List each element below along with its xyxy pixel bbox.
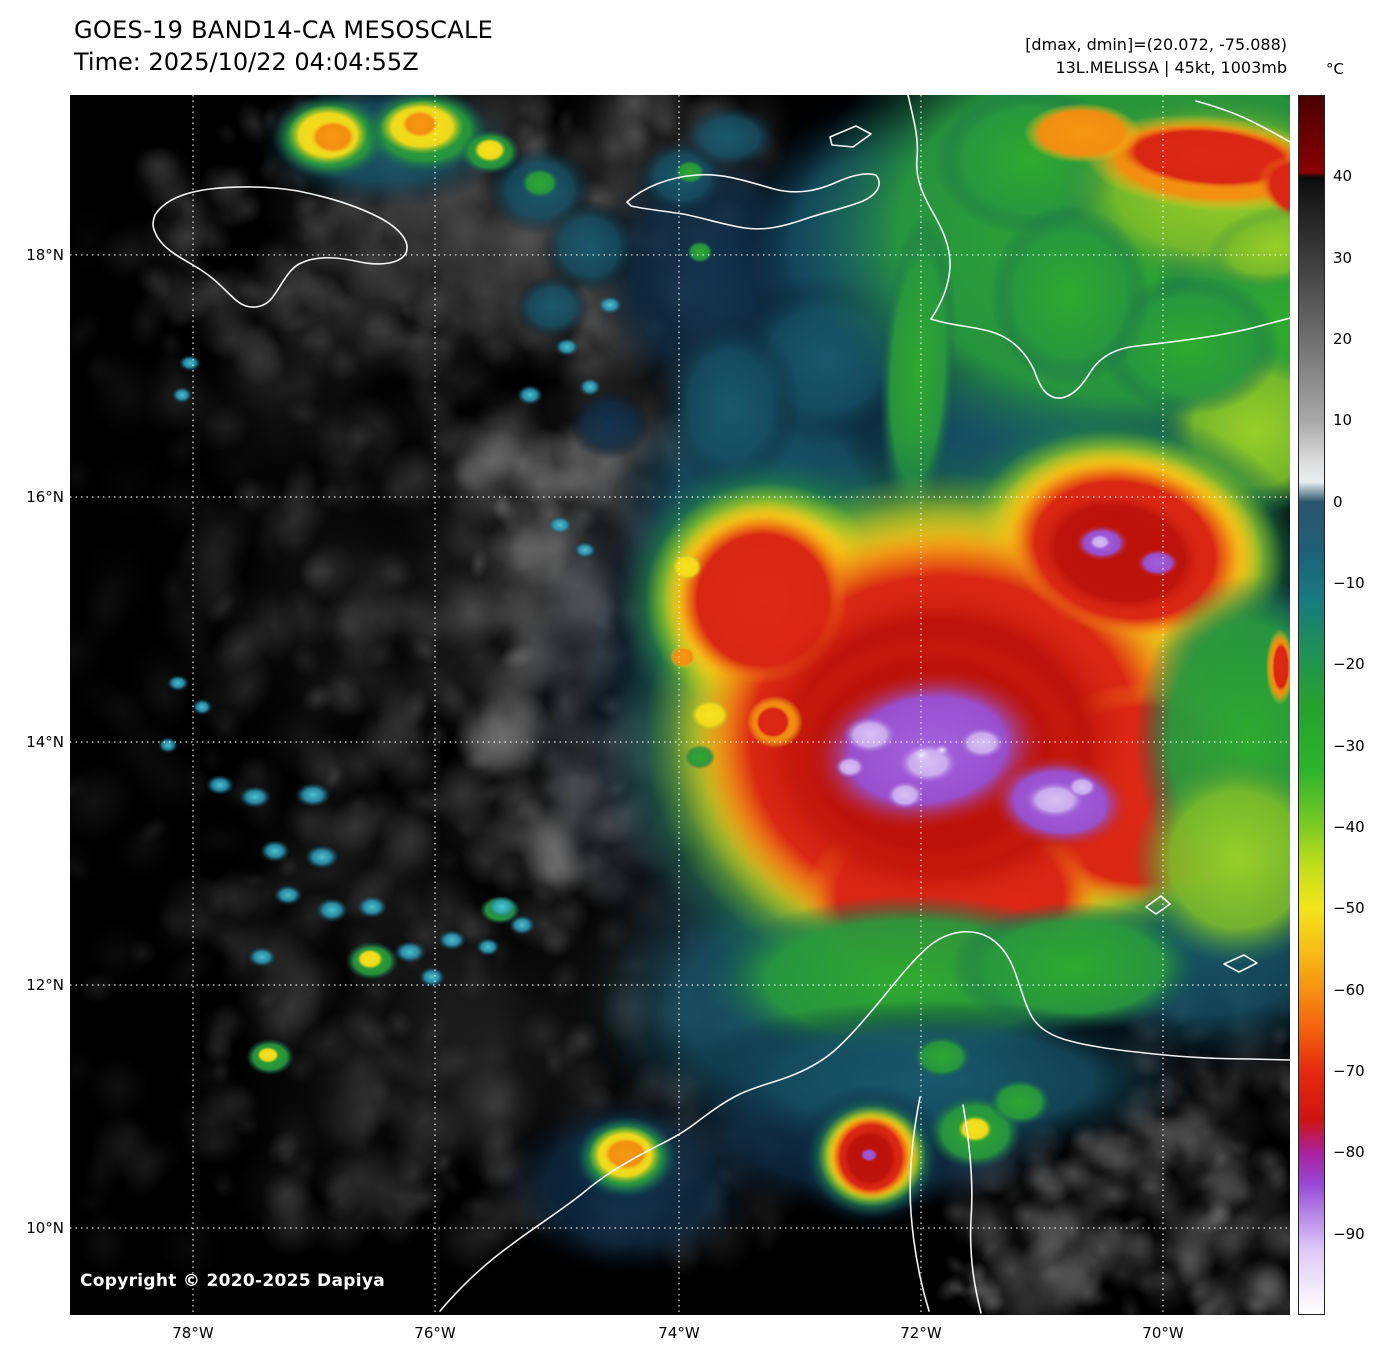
map-overlay [70,95,1290,1315]
colorbar [1298,95,1325,1315]
coastline-haiti-tiburon-peninsula [626,173,880,230]
coastline-island-small-1 [1145,895,1171,915]
lon-tick-label-4: 70°W [1142,1324,1184,1342]
colorbar-tick-label-11: −70 [1333,1062,1365,1080]
colorbar-tick-label-0: 40 [1333,167,1353,186]
lon-tick-label-1: 76°W [414,1324,456,1342]
lat-tick-label-4: 10°N [26,1219,64,1237]
coastlines [152,95,1290,1314]
grid-lines [70,95,1290,1315]
lon-tick-label-0: 78°W [172,1324,214,1342]
satellite-map: Copyright © 2020-2025 Dapiya 18°N 16°N 14°… [26,95,1290,1342]
colorbar-tick-label-9: −50 [1333,899,1365,918]
colorbar-tick-label-5: −10 [1333,574,1365,592]
colorbar-unit-label: °C [1326,60,1344,78]
lat-tick-label-3: 12°N [26,975,64,994]
colorbar-tick-label-12: −80 [1333,1143,1365,1162]
lat-tick-label-0: 18°N [26,245,64,264]
timestamp-label: Time: 2025/10/22 04:04:55Z [74,48,419,76]
colorbar-tick-label-6: −20 [1333,655,1365,674]
satellite-imagery-canvas [70,95,1290,1315]
colorbar-tick-label-8: −40 [1333,818,1365,836]
dmax-dmin-label: [dmax, dmin]=(20.072, -75.088) [1025,35,1287,54]
copyright-label: Copyright © 2020-2025 Dapiya [80,1271,385,1291]
lat-tick-label-2: 14°N [26,732,64,751]
coastline-jamaica [152,186,408,308]
storm-info-label: 13L.MELISSA | 45kt, 1003mb [1055,58,1287,78]
lon-tick-label-3: 72°W [900,1324,942,1342]
colorbar-tick-label-7: −30 [1333,736,1365,755]
coastline-lake-maracaibo-east [962,1104,982,1314]
colorbar-tick-label-1: 30 [1333,248,1353,267]
colorbar-tick-label-4: 0 [1333,492,1343,511]
colorbar-tick-label-13: −90 [1333,1224,1365,1243]
header-info: [dmax, dmin]=(20.072, -75.088) 13L.MELIS… [1025,33,1287,79]
coastline-hispaniola-west-coast [907,95,951,320]
coastline-gonave-island [829,125,872,148]
colorbar-tick-label-2: 20 [1333,330,1353,348]
coastline-hispaniola-south-coast [930,317,1290,399]
coastline-south-america-coast [439,931,1290,1312]
header: GOES-19 BAND14-CA MESOSCALE Time: 2025/1… [74,16,493,76]
lat-tick-label-1: 16°N [26,487,64,506]
colorbar-tick-label-3: 10 [1333,411,1353,430]
page-title: GOES-19 BAND14-CA MESOSCALE [74,16,494,44]
colorbar-tick-label-10: −60 [1333,980,1365,999]
lon-tick-label-2: 74°W [658,1324,700,1342]
coastline-hispaniola-north-coast [1195,100,1290,143]
coastline-lake-maracaibo-west [909,1096,930,1312]
coastline-island-small-2 [1223,954,1258,973]
